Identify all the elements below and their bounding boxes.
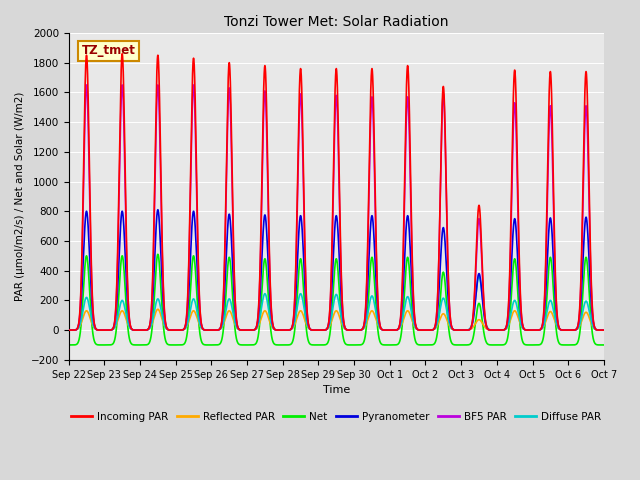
- Text: TZ_tmet: TZ_tmet: [82, 44, 136, 58]
- Y-axis label: PAR (μmol/m2/s) / Net and Solar (W/m2): PAR (μmol/m2/s) / Net and Solar (W/m2): [15, 92, 25, 301]
- X-axis label: Time: Time: [323, 385, 350, 395]
- Legend: Incoming PAR, Reflected PAR, Net, Pyranometer, BF5 PAR, Diffuse PAR: Incoming PAR, Reflected PAR, Net, Pyrano…: [67, 408, 605, 426]
- Title: Tonzi Tower Met: Solar Radiation: Tonzi Tower Met: Solar Radiation: [224, 15, 449, 29]
